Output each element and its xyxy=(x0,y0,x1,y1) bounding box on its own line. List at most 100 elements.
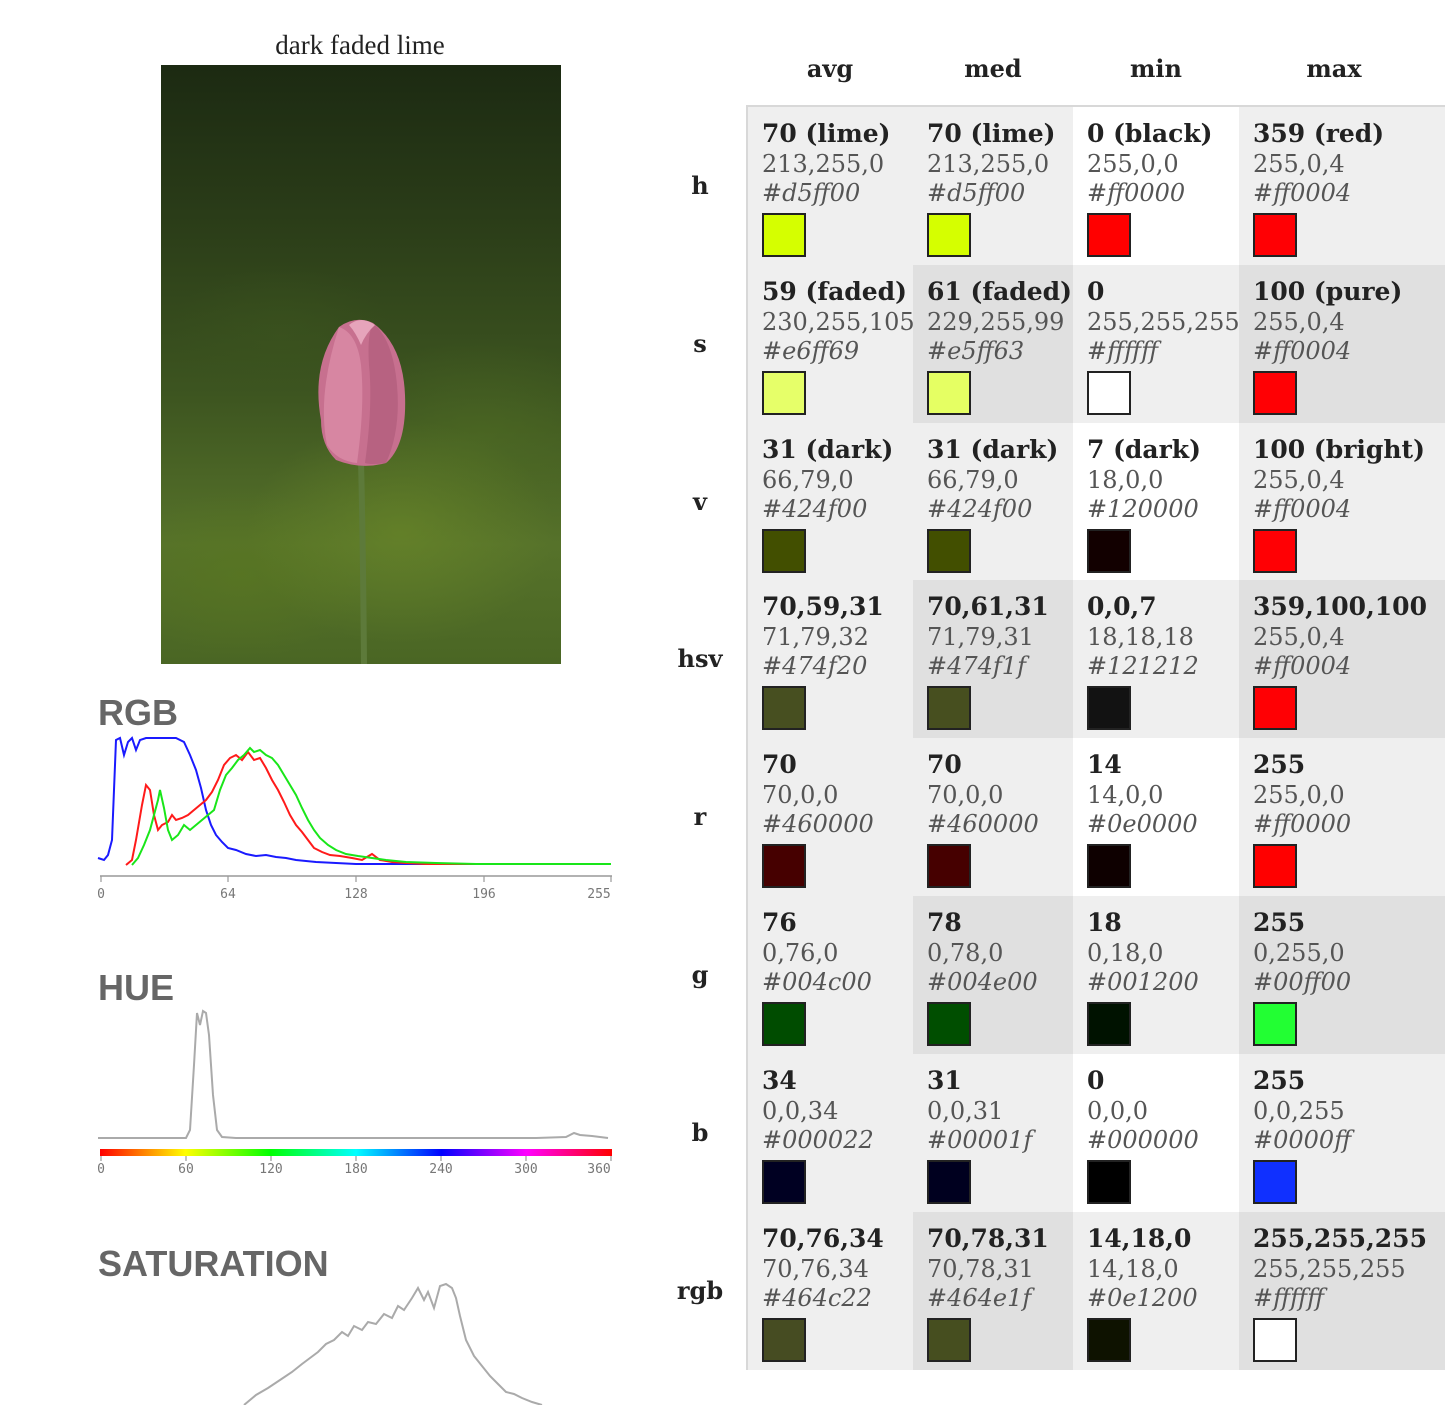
green-channel-line xyxy=(131,746,611,866)
stat-cell-g-med: 78 0,78,0 #004e00 xyxy=(913,896,1073,1054)
saturation-histogram xyxy=(243,1282,543,1405)
hue-tick-360: 360 xyxy=(587,1162,610,1177)
column-header-med: med xyxy=(964,54,1022,83)
stat-value: 31 xyxy=(927,1065,962,1095)
color-swatch xyxy=(927,686,971,731)
stat-value: 70 (lime) xyxy=(927,119,1056,148)
color-swatch xyxy=(1253,370,1297,415)
hex-value: #ff0000 xyxy=(1087,179,1186,207)
color-swatch xyxy=(927,528,971,573)
rgb-value: 213,255,0 xyxy=(927,150,1050,178)
rgb-tick-64: 64 xyxy=(220,887,236,902)
hex-value: #004c00 xyxy=(762,968,872,996)
rgb-value: 0,255,0 xyxy=(1253,939,1345,967)
stat-value: 34 xyxy=(762,1065,797,1095)
stat-value: 100 (bright) xyxy=(1253,434,1425,464)
hex-value: #474f20 xyxy=(762,652,868,681)
rgb-value: 71,79,32 xyxy=(762,623,869,652)
rgb-tick-128: 128 xyxy=(344,887,367,902)
hex-value: #0e0000 xyxy=(1087,810,1198,839)
rgb-value: 229,255,99 xyxy=(927,307,1065,336)
stat-cell-s-max: 100 (pure) 255,0,4 #ff0004 xyxy=(1239,264,1445,423)
hex-value: #d5ff00 xyxy=(927,179,1026,207)
stat-value: 70,78,31 xyxy=(927,1223,1049,1253)
hue-tick-180: 180 xyxy=(344,1162,367,1177)
color-swatch xyxy=(927,844,971,889)
hex-value: #0000ff xyxy=(1253,1125,1352,1154)
color-swatch xyxy=(1253,1159,1297,1204)
row-label-b: b xyxy=(691,1117,709,1147)
hex-value: #ff0004 xyxy=(1253,652,1352,681)
rgb-value: 0,0,255 xyxy=(1253,1096,1345,1125)
color-swatch xyxy=(1087,1159,1131,1204)
color-swatch xyxy=(1087,686,1131,731)
rgb-value: 66,79,0 xyxy=(927,465,1019,494)
color-swatch xyxy=(927,1002,971,1046)
rgb-value: 0,0,31 xyxy=(927,1096,1004,1125)
color-swatch xyxy=(1087,1317,1131,1362)
stat-value: 0 xyxy=(1087,276,1105,306)
rgb-value: 0,18,0 xyxy=(1087,939,1164,967)
hue-distribution-line xyxy=(98,1009,609,1139)
color-swatch xyxy=(762,370,806,415)
color-swatch xyxy=(1087,370,1131,415)
rgb-value: 255,0,0 xyxy=(1253,781,1345,810)
stat-value: 14,18,0 xyxy=(1087,1223,1192,1253)
stat-value: 31 (dark) xyxy=(927,434,1059,464)
stat-cell-v-max: 100 (bright) 255,0,4 #ff0004 xyxy=(1239,422,1445,581)
stat-cell-h-med: 70 (lime) 213,255,0 #d5ff00 xyxy=(913,107,1073,265)
rgb-tick-0: 0 xyxy=(97,887,105,902)
column-header-max: max xyxy=(1306,54,1362,83)
color-swatch xyxy=(762,844,806,889)
color-swatch xyxy=(1087,528,1131,573)
color-swatch xyxy=(1253,686,1297,731)
stat-cell-b-avg: 34 0,0,34 #000022 xyxy=(748,1053,913,1212)
rgb-value: 255,255,255 xyxy=(1087,307,1239,336)
color-swatch xyxy=(927,213,971,257)
hex-value: #121212 xyxy=(1087,652,1199,681)
rgb-value: 213,255,0 xyxy=(762,150,885,178)
hex-value: #120000 xyxy=(1087,494,1199,523)
color-swatch xyxy=(762,1002,806,1046)
rgb-value: 255,0,4 xyxy=(1253,623,1345,652)
red-channel-line xyxy=(125,750,611,866)
stat-cell-b-max: 255 0,0,255 #0000ff xyxy=(1239,1053,1445,1212)
stat-value: 7 (dark) xyxy=(1087,434,1201,464)
stat-value: 14 xyxy=(1087,750,1122,780)
hue-histogram: 0 60 120 180 240 300 360 xyxy=(97,1009,612,1177)
rgb-tick-196: 196 xyxy=(472,887,495,902)
color-stats-table xyxy=(746,105,1445,1370)
hex-value: #00001f xyxy=(927,1125,1033,1154)
rgb-value: 66,79,0 xyxy=(762,465,854,494)
row-label-h: h xyxy=(691,171,709,200)
rgb-value: 14,0,0 xyxy=(1087,781,1164,810)
stat-cell-g-max: 255 0,255,0 #00ff00 xyxy=(1239,896,1445,1054)
hex-value: #e6ff69 xyxy=(762,336,860,365)
rgb-value: 18,0,0 xyxy=(1087,465,1164,494)
color-swatch xyxy=(1253,213,1297,257)
rgb-value: 0,76,0 xyxy=(762,939,839,967)
hue-section-label: HUE xyxy=(98,967,175,1008)
stat-value: 359 (red) xyxy=(1253,119,1385,148)
stat-cell-hsv-med: 70,61,31 71,79,31 #474f1f xyxy=(913,580,1073,739)
stat-value: 255,255,255 xyxy=(1253,1223,1427,1253)
stat-value: 31 (dark) xyxy=(762,434,894,464)
saturation-section-label: SATURATION xyxy=(98,1243,329,1284)
color-swatch xyxy=(1253,844,1297,889)
stat-value: 70 xyxy=(762,750,797,780)
stat-cell-g-min: 18 0,18,0 #001200 xyxy=(1073,896,1239,1054)
rgb-value: 70,78,31 xyxy=(927,1254,1034,1283)
hue-tick-300: 300 xyxy=(514,1162,537,1177)
rgb-value: 0,0,0 xyxy=(1087,1096,1149,1125)
stat-value: 70,61,31 xyxy=(927,592,1049,622)
stat-cell-rgb-min: 14,18,0 14,18,0 #0e1200 xyxy=(1073,1211,1239,1370)
rgb-value: 70,0,0 xyxy=(927,781,1004,810)
rgb-value: 70,0,0 xyxy=(762,781,839,810)
hex-value: #464e1f xyxy=(927,1283,1032,1312)
hex-value: #ffffff xyxy=(1253,1283,1325,1312)
rgb-value: 255,0,4 xyxy=(1253,465,1345,494)
stat-cell-r-avg: 70 70,0,0 #460000 xyxy=(748,738,913,897)
stat-cell-s-min: 0 255,255,255 #ffffff xyxy=(1073,264,1239,423)
column-header-min: min xyxy=(1130,54,1182,83)
hex-value: #001200 xyxy=(1087,968,1199,996)
